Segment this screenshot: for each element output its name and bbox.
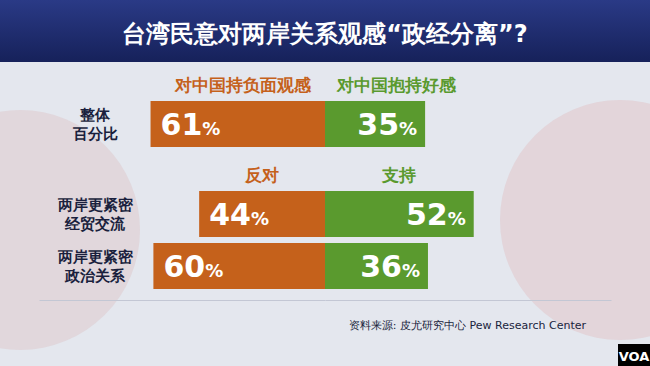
category-label-line: 经贸交流 — [64, 215, 126, 233]
category-label-line: 两岸更紧密 — [57, 196, 134, 214]
title: 台湾民意对两岸关系观感“政经分离”? — [122, 20, 527, 48]
data-label-number: 60 — [163, 249, 205, 284]
annotation: 反对 — [244, 165, 279, 185]
axis-domain — [326, 300, 612, 301]
category-label: 整体百分比 — [72, 106, 118, 143]
decoration — [500, 100, 650, 340]
axis-domain — [40, 300, 326, 301]
series-header: 对中国持负面观感 — [174, 75, 312, 95]
data-label-unit: % — [202, 118, 220, 139]
category-label: 两岸更紧密政治关系 — [57, 248, 134, 285]
annotation: 支持 — [381, 165, 416, 185]
decoration — [0, 110, 140, 350]
data-label: 61% — [161, 107, 221, 142]
data-label-unit: % — [205, 260, 223, 281]
category-label-line: 百分比 — [72, 125, 118, 143]
data-label: 44% — [209, 197, 269, 232]
data-label: 52% — [406, 197, 466, 232]
data-label-number: 61 — [161, 107, 203, 142]
data-label-unit: % — [251, 208, 269, 229]
category-label-line: 两岸更紧密 — [57, 248, 134, 266]
data-label-unit: % — [402, 260, 420, 281]
data-label-number: 35 — [357, 107, 399, 142]
bar — [325, 101, 425, 147]
data-label: 35% — [357, 107, 417, 142]
data-label-unit: % — [448, 208, 466, 229]
series-header: 对中国抱持好感 — [336, 75, 457, 95]
data-label-number: 44 — [209, 197, 251, 232]
category-label-line: 政治关系 — [64, 267, 126, 285]
logo: VOA — [619, 349, 650, 364]
plot-area — [151, 101, 474, 289]
bar — [325, 243, 428, 289]
category-label-line: 整体 — [79, 106, 111, 124]
data-label: 36% — [360, 249, 420, 284]
x-axis-left — [40, 300, 326, 301]
data-label-number: 52 — [406, 197, 448, 232]
header-band — [0, 0, 650, 62]
x-axis-right — [326, 300, 612, 301]
source: 资料来源: 皮尤研究中心 Pew Research Center — [349, 319, 587, 332]
chart: 台湾民意对两岸关系观感“政经分离”?61%44%60%35%52%36%对中国持… — [0, 0, 650, 366]
logo-box — [618, 344, 650, 366]
data-label-unit: % — [399, 118, 417, 139]
bar — [325, 191, 474, 237]
bar — [151, 101, 325, 147]
data-label-number: 36 — [360, 249, 402, 284]
bar — [153, 243, 325, 289]
category-label: 两岸更紧密经贸交流 — [57, 196, 134, 233]
bar — [199, 191, 325, 237]
data-label: 60% — [163, 249, 223, 284]
